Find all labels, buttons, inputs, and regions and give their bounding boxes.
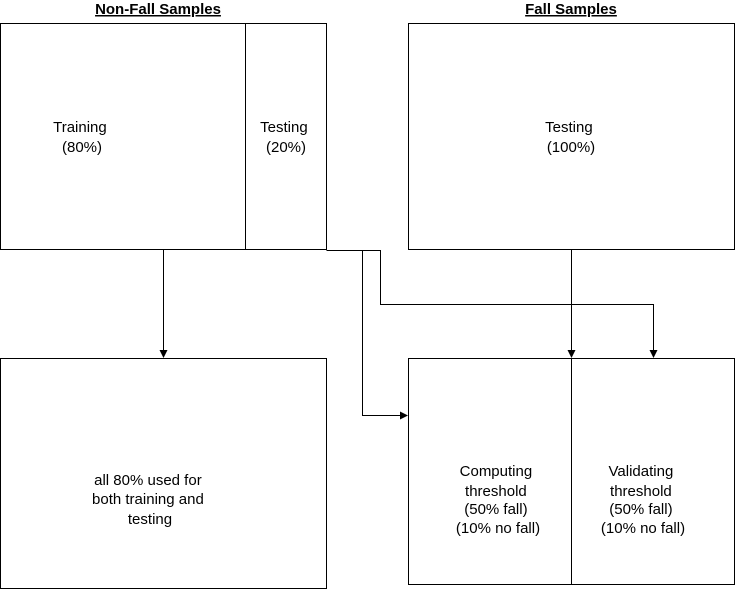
fall-samples-heading: Fall Samples bbox=[525, 1, 617, 18]
threshold-box bbox=[408, 358, 735, 585]
testing-100-label: Testing (100%) bbox=[545, 119, 597, 156]
non-fall-samples-heading: Non-Fall Samples bbox=[95, 1, 221, 18]
testing-20-label: Testing (20%) bbox=[260, 119, 312, 156]
training-80-label: Training (80%) bbox=[53, 119, 111, 156]
validating-threshold-label: Validating threshold (50% fall) (10% no … bbox=[601, 463, 685, 537]
training-testing-box bbox=[0, 358, 327, 589]
testing-to-computing-arrow bbox=[326, 250, 408, 420]
non-fall-samples-box bbox=[0, 23, 327, 250]
fall-samples-box bbox=[408, 23, 735, 250]
testing-to-validating-arrow bbox=[362, 250, 658, 358]
training-box-label: all 80% used for both training and testi… bbox=[92, 472, 208, 528]
computing-threshold-label: Computing threshold (50% fall) (10% no f… bbox=[456, 463, 540, 537]
